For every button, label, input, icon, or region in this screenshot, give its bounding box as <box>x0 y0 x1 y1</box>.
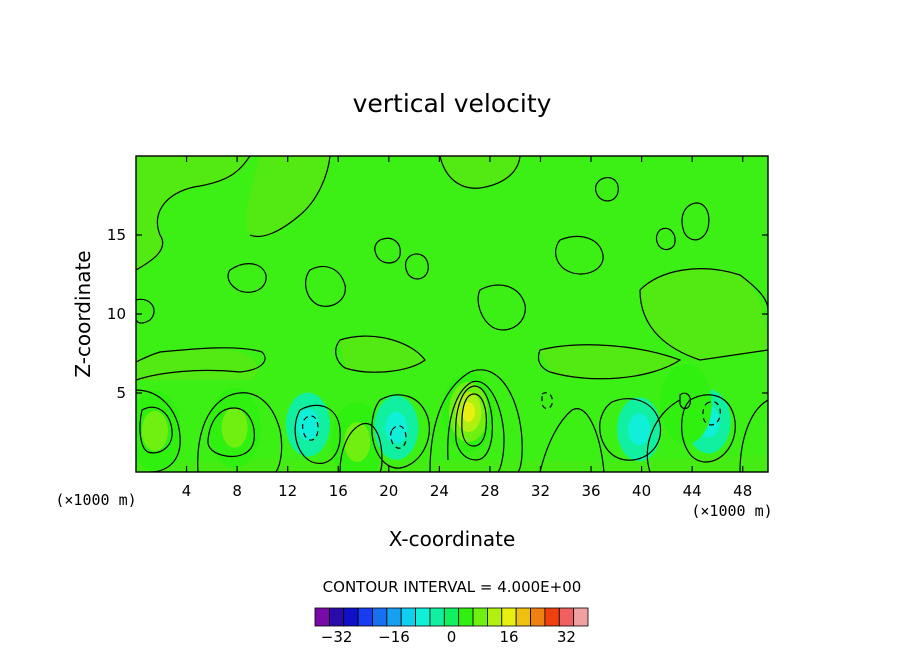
updraft-1-band-1 <box>141 410 168 451</box>
x-tick-label: 28 <box>480 482 499 500</box>
x-tick-label: 32 <box>531 482 550 500</box>
colorbar-tick-label: −16 <box>378 628 410 646</box>
y-tick-label: 10 <box>107 305 126 323</box>
field-patch <box>136 348 258 380</box>
x-tick-label: 12 <box>278 482 297 500</box>
colorbar-swatch <box>328 607 345 627</box>
x-tick-label: 20 <box>379 482 398 500</box>
x-tick-label: 16 <box>329 482 348 500</box>
colorbar-swatch <box>443 607 460 627</box>
lower-band <box>136 455 768 472</box>
contour-interval-label: CONTOUR INTERVAL = 4.000E+00 <box>323 578 582 596</box>
colorbar-tick-label: 32 <box>557 628 576 646</box>
updraft-3-band-1 <box>344 421 371 462</box>
colorbar-swatch <box>429 607 445 627</box>
y-tick-label: 15 <box>107 226 126 244</box>
colorbar-tick-label: 0 <box>447 628 457 646</box>
x-tick-label: 4 <box>182 482 192 500</box>
colorbar-swatch <box>530 607 546 627</box>
x-tick-label: 48 <box>733 482 752 500</box>
x-tick-label: 8 <box>232 482 242 500</box>
x-unit-right: (×1000 m) <box>691 502 772 520</box>
x-tick-label: 36 <box>581 482 600 500</box>
x-tick-label: 44 <box>683 482 702 500</box>
colorbar-tick-label: 16 <box>499 628 518 646</box>
downdraft-6-band-1 <box>628 413 651 446</box>
chart-title: vertical velocity <box>353 89 552 118</box>
colorbar-swatch <box>544 607 560 627</box>
downdraft-4-band-1 <box>296 408 319 441</box>
colorbar-swatch <box>314 607 330 627</box>
colorbar: −32 −16 0 16 32 <box>314 607 589 646</box>
updraft-2-band-1 <box>221 407 248 448</box>
updraft-8-band-0 <box>659 364 712 445</box>
x-tick-label: 24 <box>430 482 449 500</box>
colorbar-swatch <box>472 607 488 627</box>
colorbar-swatch <box>487 607 503 627</box>
colorbar-swatch <box>558 607 575 627</box>
x-unit-left: (×1000 m) <box>55 491 136 509</box>
colorbar-swatch <box>357 607 373 627</box>
colorbar-swatch <box>400 607 416 627</box>
updraft-0-band-3 <box>461 401 475 422</box>
colorbar-swatch <box>415 607 431 627</box>
y-axis-label: Z-coordinate <box>71 250 95 377</box>
y-tick-label: 5 <box>116 384 126 402</box>
colorbar-swatch <box>573 607 589 627</box>
field-patch <box>340 336 425 373</box>
colorbar-swatch <box>386 607 402 627</box>
field-patch <box>136 156 250 270</box>
colorbar-swatch <box>501 607 517 627</box>
contour-lines <box>136 156 768 472</box>
x-tick-label: 40 <box>632 482 651 500</box>
contour-lines-negative <box>302 392 721 449</box>
x-axis-label: X-coordinate <box>389 527 516 551</box>
colorbar-tick-label: −32 <box>321 628 353 646</box>
plot-area <box>136 156 768 472</box>
field-patch <box>540 344 680 379</box>
colorbar-swatch <box>458 607 474 627</box>
colorbar-swatch <box>343 607 359 627</box>
field-patch <box>440 156 520 189</box>
field-patch <box>246 156 330 237</box>
colorbar-swatch <box>515 607 531 627</box>
field-patch <box>640 268 768 360</box>
downdraft-5-band-1 <box>385 411 408 444</box>
colorbar-swatch <box>372 607 388 627</box>
